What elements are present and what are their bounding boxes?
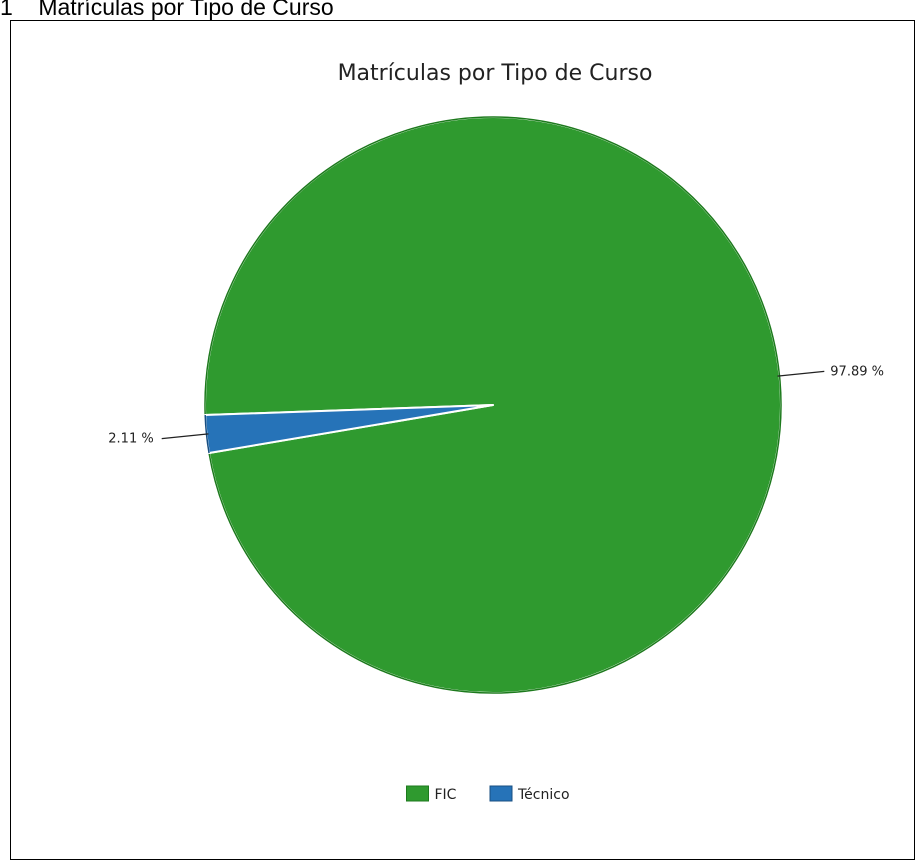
labels-layer: 97.89 % 2.11 % — [108, 364, 884, 446]
data-label-t-cnico: 2.11 % — [108, 432, 153, 447]
pie-chart: Matrículas por Tipo de Curso 97.89 % 2.11… — [108, 61, 884, 803]
legend-item-fic[interactable]: FIC — [406, 785, 457, 803]
slices-layer — [204, 115, 782, 694]
data-label-fic: 97.89 % — [830, 364, 884, 379]
legend-label: Técnico — [517, 787, 570, 803]
legend: FIC Técnico — [406, 785, 570, 803]
leader-line — [161, 433, 209, 440]
chart-title: Matrículas por Tipo de Curso — [338, 61, 653, 86]
legend-swatch — [489, 785, 513, 802]
legend-swatch — [406, 785, 429, 802]
legend-label: FIC — [435, 787, 457, 803]
document-caption: 1 Matrículas por Tipo de Curso — [0, 0, 334, 20]
leader-line — [777, 370, 825, 377]
legend-item-t-cnico[interactable]: Técnico — [489, 785, 570, 803]
